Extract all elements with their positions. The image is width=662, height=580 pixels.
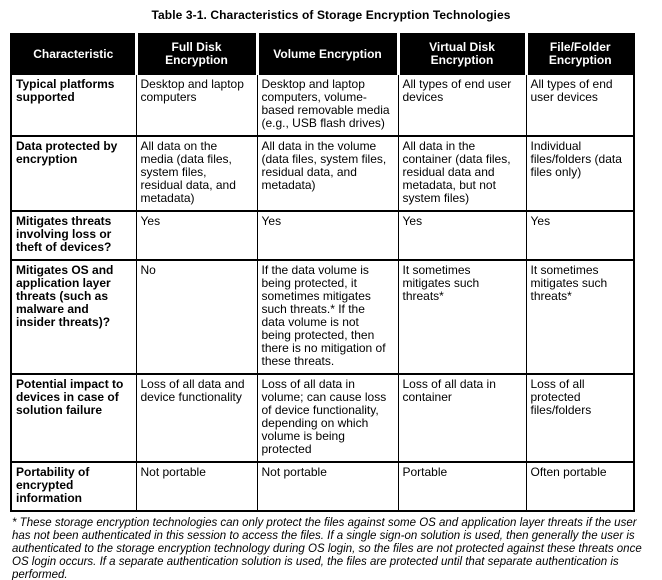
data-cell: Loss of all protected files/folders: [525, 373, 635, 463]
data-cell: Desktop and laptop computers, volume-bas…: [256, 73, 399, 137]
row-header-cell: Mitigates threats involving loss or thef…: [10, 210, 137, 261]
data-cell: If the data volume is being protected, i…: [256, 259, 399, 375]
data-cell: Yes: [397, 210, 527, 261]
row-header-cell: Data protected by encryption: [10, 135, 137, 212]
table-row-data-protected: Data protected by encryption All data on…: [10, 135, 635, 212]
table-row-typical-platforms: Typical platforms supported Desktop and …: [10, 73, 635, 137]
data-cell: Individual files/folders (data files onl…: [525, 135, 635, 212]
table-row-portability: Portability of encrypted information Not…: [10, 461, 635, 512]
table-row-mitigates-loss-theft: Mitigates threats involving loss or thef…: [10, 210, 635, 261]
data-cell: Loss of all data and device functionalit…: [135, 373, 258, 463]
data-cell: All types of end user devices: [525, 73, 635, 137]
storage-encryption-table: Characteristic Full Disk Encryption Volu…: [10, 33, 635, 512]
table-title: Table 3-1. Characteristics of Storage En…: [151, 8, 511, 22]
data-cell: Yes: [135, 210, 258, 261]
column-header-file-folder-encryption: File/Folder Encryption: [524, 34, 634, 74]
data-cell: All data on the media (data files, syste…: [135, 135, 258, 212]
data-cell: Loss of all data in container: [397, 373, 527, 463]
data-cell: Yes: [256, 210, 399, 261]
data-cell: All types of end user devices: [397, 73, 527, 137]
row-header-cell: Typical platforms supported: [10, 73, 137, 137]
data-cell: It sometimes mitigates such threats*: [397, 259, 527, 375]
data-cell: Portable: [397, 461, 527, 512]
column-header-virtual-disk-encryption: Virtual Disk Encryption: [396, 34, 526, 74]
data-cell: Often portable: [525, 461, 635, 512]
table-row-potential-impact: Potential impact to devices in case of s…: [10, 373, 635, 463]
data-cell: Desktop and laptop computers: [135, 73, 258, 137]
column-header-volume-encryption: Volume Encryption: [255, 34, 398, 74]
data-cell: Loss of all data in volume; can cause lo…: [256, 373, 399, 463]
data-cell: It sometimes mitigates such threats*: [525, 259, 635, 375]
data-cell: Yes: [525, 210, 635, 261]
table-row-mitigates-os-threats: Mitigates OS and application layer threa…: [10, 259, 635, 375]
data-cell: Not portable: [256, 461, 399, 512]
row-header-cell: Potential impact to devices in case of s…: [10, 373, 137, 463]
row-header-cell: Portability of encrypted information: [10, 461, 137, 512]
table-footnote: * These storage encryption technologies …: [12, 517, 642, 580]
data-cell: No: [135, 259, 258, 375]
data-cell: Not portable: [135, 461, 258, 512]
header-row: Characteristic Full Disk Encryption Volu…: [10, 34, 634, 74]
data-cell: All data in the container (data files, r…: [397, 135, 527, 212]
row-header-cell: Mitigates OS and application layer threa…: [10, 259, 137, 375]
data-cell: All data in the volume (data files, syst…: [256, 135, 399, 212]
column-header-characteristic: Characteristic: [10, 34, 136, 74]
column-header-full-disk-encryption: Full Disk Encryption: [134, 34, 257, 74]
